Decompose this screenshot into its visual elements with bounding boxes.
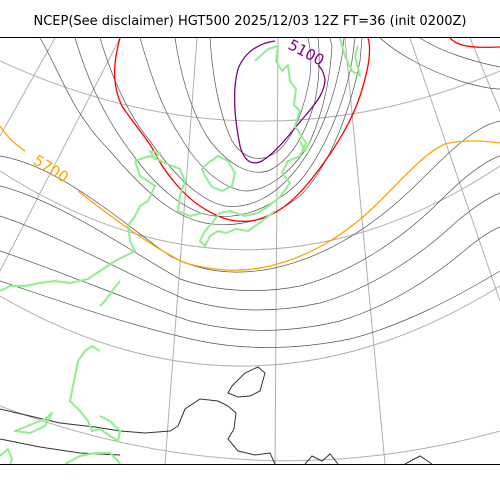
contour-line <box>0 192 500 311</box>
coastline-arctic <box>339 38 361 77</box>
meridian-line <box>344 38 386 464</box>
coastline-greenland <box>199 45 307 247</box>
contour-line <box>139 38 333 192</box>
coastline-nova <box>64 452 121 464</box>
contour-line <box>174 38 320 173</box>
meridian-lines <box>0 38 500 464</box>
contour-line <box>379 38 500 90</box>
meridian-line <box>409 38 500 302</box>
contour-line <box>74 38 356 217</box>
coastline-sw <box>0 448 13 464</box>
coastline-canada <box>0 160 156 292</box>
coastline-labrador <box>69 345 121 442</box>
contour-line <box>0 155 500 291</box>
land-outline <box>304 453 339 464</box>
coastlines <box>0 38 361 464</box>
meridian-line <box>274 38 279 464</box>
coastline-east-gr <box>299 140 311 152</box>
meridian-line <box>0 38 121 272</box>
height-contours <box>0 38 500 348</box>
contour-line <box>99 38 345 207</box>
meridian-line <box>469 38 500 112</box>
map-frame: 5700 5100 <box>0 37 500 465</box>
contour-label-5700: 5700 <box>30 151 72 187</box>
latitude-line <box>0 60 500 122</box>
contour-label-5100: 5100 <box>285 38 327 69</box>
land-outlines <box>0 366 433 464</box>
coastline-greenland-w <box>201 155 236 192</box>
contour-5100 <box>234 40 326 164</box>
contour-5400 <box>113 38 371 222</box>
land-outline <box>0 408 179 434</box>
coastline-newfoundland <box>14 412 53 434</box>
hgt500-map: 5700 5100 <box>0 38 500 464</box>
contour-line <box>209 38 312 159</box>
land-outline <box>227 366 266 398</box>
land-outline <box>177 398 276 464</box>
coastline-islands <box>149 150 161 160</box>
coastline-canada-2 <box>99 280 121 307</box>
latitude-line <box>0 405 500 462</box>
contour-line <box>0 270 500 348</box>
contour-line <box>419 38 500 68</box>
latitude-line <box>0 285 500 367</box>
map-title: NCEP(See disclaimer) HGT500 2025/12/03 1… <box>33 14 467 29</box>
latitude-lines <box>0 60 500 462</box>
meridian-line <box>164 38 198 464</box>
contour-5400-ne <box>449 38 500 49</box>
contour-5700 <box>0 125 500 271</box>
contour-line <box>39 38 363 226</box>
land-outline <box>404 455 433 464</box>
contour-line <box>0 120 500 273</box>
latitude-line <box>0 165 500 251</box>
meridian-line <box>0 38 56 137</box>
contour-line <box>0 226 500 331</box>
